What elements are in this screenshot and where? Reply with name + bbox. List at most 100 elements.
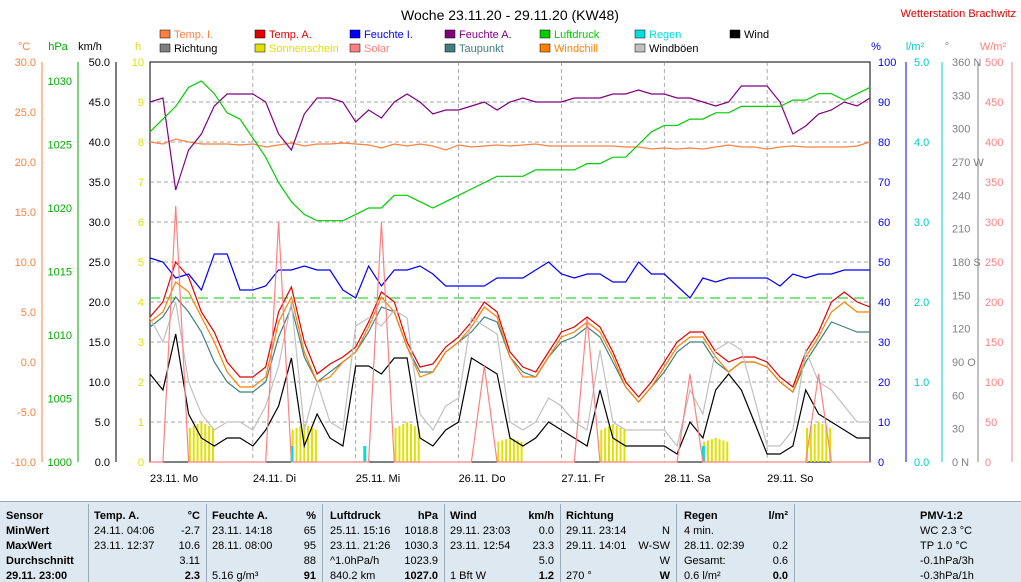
wind-unit: km/h	[528, 510, 554, 522]
sunshine-bar	[722, 440, 725, 462]
row-label-avg: Durchschnitt	[6, 555, 74, 567]
sunshine-bar	[710, 439, 713, 462]
direction-avg-value: W	[659, 555, 670, 567]
day-label: 27.11. Fr	[561, 473, 605, 485]
sunshine-bar	[806, 428, 808, 462]
direction-axis-unit: °	[945, 41, 949, 53]
series-line-windchill	[149, 281, 870, 403]
direction-tick-label: 210	[952, 224, 970, 236]
direction-tick-label: 60	[952, 390, 964, 402]
pressure-tick-label: 1000	[48, 457, 72, 469]
pressure-max-time: 23.11. 21:26	[330, 540, 391, 552]
humidity-tick-label: 20	[878, 377, 890, 389]
wind-tick-label: 5.0	[95, 417, 110, 429]
solar-tick-label: 350	[985, 177, 1003, 189]
humidity-tick-label: 90	[878, 97, 890, 109]
sunshine-bar	[714, 438, 717, 462]
humidity-current-value: 91	[303, 570, 316, 582]
pmv-column: PMV-1:2 WC 2.3 °C TP 1.0 °C -0.1hPa/3h -…	[900, 502, 1015, 582]
sun-tick-label: 5	[138, 257, 144, 269]
pmv-windchill: WC 2.3 °C	[920, 525, 973, 537]
pressure-unit: hPa	[417, 510, 438, 522]
legend-swatch	[444, 43, 456, 53]
sun-tick-label: 7	[138, 177, 144, 189]
legend-label: Windböen	[649, 43, 699, 55]
sunshine-bar	[295, 427, 298, 462]
legend-swatch	[729, 29, 741, 39]
sun-tick-label: 6	[138, 217, 144, 229]
pressure-trend: ^1.0hPa/h	[330, 555, 380, 567]
direction-tick-label: 0 N	[952, 457, 969, 469]
day-label: 25.11. Mi	[356, 473, 400, 485]
legend-swatch	[539, 43, 551, 53]
pressure-tick-label: 1015	[48, 267, 72, 279]
sunshine-bar	[192, 426, 195, 462]
sun-tick-label: 1	[138, 417, 144, 429]
legend-label: Windchill	[554, 43, 598, 55]
solar-tick-label: 0	[985, 457, 991, 469]
row-label-max: MaxWert	[6, 540, 52, 552]
sunshine-bar	[311, 427, 313, 462]
legend-swatch	[254, 43, 266, 53]
legend-label: Temp. A.	[269, 29, 312, 41]
temp-tick-label: 5.0	[21, 307, 36, 319]
wind-min-value: 0.0	[538, 525, 554, 537]
temp-max-value: 10.6	[178, 540, 200, 552]
sunshine-bar	[821, 424, 824, 462]
sun-tick-label: 9	[138, 97, 144, 109]
solar-tick-label: 100	[985, 377, 1003, 389]
legend-label: Feuchte A.	[459, 29, 512, 41]
sun-tick-label: 3	[138, 337, 144, 349]
sunshine-bar	[604, 427, 607, 462]
humidity-tick-label: 40	[878, 297, 890, 309]
series-line-luftdruck	[149, 80, 871, 222]
wind-tick-label: 0.0	[95, 457, 110, 469]
sunshine-bar	[307, 425, 310, 462]
humidity-tick-label: 80	[878, 137, 890, 149]
pressure-min-time: 25.11. 15:16	[330, 525, 391, 537]
sunshine-bar	[394, 428, 397, 462]
sunshine-bar	[829, 428, 832, 462]
sunshine-bar	[505, 439, 508, 462]
column-divider	[676, 504, 677, 582]
temp-tick-label: -10.0	[11, 457, 36, 469]
series-line-temp-a-	[149, 260, 871, 398]
direction-max-time: 29.11. 14:01	[566, 540, 627, 552]
sunshine-bar	[817, 422, 820, 462]
sunshine-bar	[608, 425, 610, 462]
wind-tick-label: 15.0	[89, 337, 110, 349]
wind-avg-value: 5.0	[538, 555, 554, 567]
wind-column: Wind km/h 29.11. 23:03 0.0 23.11. 12:54 …	[450, 502, 558, 582]
series-line-temp-i-	[149, 138, 871, 151]
legend-label: Feuchte I.	[364, 29, 413, 41]
direction-column: Richtung 29.11. 23:14 N 29.11. 14:01 W-S…	[566, 502, 674, 582]
rain-bar	[701, 446, 705, 462]
legend-swatch	[634, 43, 646, 53]
wind-axis-unit: km/h	[78, 41, 102, 53]
pressure-axis-unit: hPa	[48, 41, 68, 53]
humidity-tick-label: 100	[878, 57, 896, 69]
rain-tick-label: 1.0	[914, 377, 929, 389]
sunshine-bar	[204, 424, 207, 462]
rain-total-value: 0.6	[772, 555, 788, 567]
humidity-avg-value: 88	[303, 555, 316, 567]
sunshine-bar	[615, 425, 618, 462]
day-label: 28.11. Sa	[664, 473, 711, 485]
wind-tick-label: 40.0	[89, 137, 110, 149]
solar-tick-label: 300	[985, 217, 1003, 229]
pressure-tick-label: 1005	[48, 394, 72, 406]
day-label: 26.11. Do	[459, 473, 506, 485]
humidity-max-value: 95	[303, 540, 316, 552]
sunshine-bar	[497, 441, 500, 462]
wind-max-value: 23.3	[532, 540, 554, 552]
series-line-feuchte-a-	[149, 85, 871, 191]
row-label-min: MinWert	[6, 525, 50, 537]
pressure-header: Luftdruck	[330, 510, 381, 522]
sunshine-bar	[600, 429, 603, 462]
temp-min-value: -2.7	[181, 525, 200, 537]
sunshine-bar	[208, 426, 211, 462]
pressure-max-value: 1030.3	[404, 540, 438, 552]
humidity-tick-label: 60	[878, 217, 890, 229]
legend-label: Richtung	[174, 43, 217, 55]
pmv-header: PMV-1:2	[920, 510, 963, 522]
